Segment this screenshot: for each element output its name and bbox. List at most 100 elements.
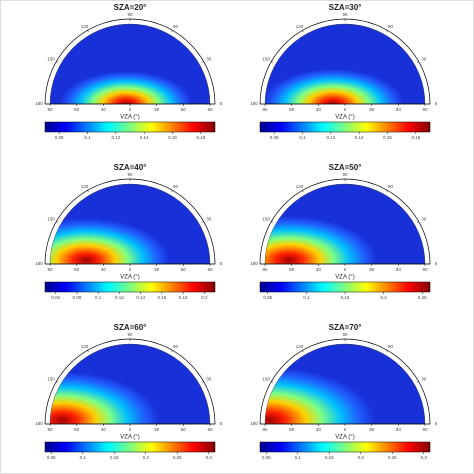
raa-tick-label: 120 (296, 184, 304, 189)
heatmap (264, 183, 426, 265)
colorbar (44, 281, 216, 293)
raa-tick-label: 60 (388, 24, 394, 29)
vza-tick-label: 60 (181, 427, 187, 432)
colorbar-tick-label: 0.18 (179, 295, 188, 300)
vza-tick-label: 0 (344, 107, 347, 112)
vza-tick-label: 60 (74, 427, 80, 432)
raa-tick-label: 120 (81, 24, 89, 29)
colorbar-tick-label: 0.2 (143, 455, 150, 460)
vza-tick-label: 60 (289, 427, 295, 432)
raa-tick-label: 180 (250, 421, 258, 426)
raa-tick (87, 190, 89, 193)
raa-tick-label: 30 (206, 377, 212, 382)
raa-tick-label: 60 (173, 184, 179, 189)
colorbar-tick-label: 0.08 (270, 135, 279, 140)
vza-tick-label: 60 (289, 267, 295, 272)
x-axis-label: VZA (°) (335, 435, 354, 441)
vza-tick-label: 90 (262, 107, 268, 112)
colorbar-tick-label: 0.2 (381, 295, 388, 300)
vza-tick-label: 30 (154, 427, 160, 432)
raa-tick-label: 30 (206, 217, 212, 222)
vza-tick-label: 90 (207, 427, 213, 432)
colorbar-tick-label: 0.1 (295, 455, 302, 460)
x-axis-label: VZA (°) (335, 115, 354, 121)
vza-tick-label: 30 (101, 267, 107, 272)
vza-tick-label: 60 (289, 107, 295, 112)
colorbar-tick-label: 0.15 (325, 455, 334, 460)
colorbar-tick-label: 0.05 (262, 455, 271, 460)
raa-tick (171, 190, 173, 193)
raa-tick-label: 180 (250, 261, 258, 266)
colorbar-tick-label: 0.3 (421, 455, 428, 460)
colorbar-tick-label: 0.05 (47, 455, 56, 460)
raa-tick-label: 180 (250, 101, 258, 106)
raa-tick (201, 61, 204, 63)
colorbar-tick-label: 0.12 (115, 295, 124, 300)
vza-tick-label: 30 (101, 427, 107, 432)
raa-tick (171, 30, 173, 33)
heatmap (49, 343, 211, 425)
raa-tick (302, 190, 304, 193)
vza-tick-label: 60 (181, 107, 187, 112)
colorbar (44, 121, 216, 133)
raa-tick (201, 221, 204, 223)
raa-tick-label: 120 (81, 344, 89, 349)
colorbar-tick-label: 0.1 (95, 295, 102, 300)
vza-tick-label: 90 (47, 427, 53, 432)
raa-tick-label: 30 (421, 377, 427, 382)
raa-tick-label: 90 (342, 12, 348, 17)
raa-tick (386, 30, 388, 33)
x-axis-label: VZA (°) (120, 275, 139, 281)
vza-tick-label: 60 (396, 427, 402, 432)
raa-tick-label: 60 (388, 344, 394, 349)
heatmap (264, 23, 426, 105)
vza-tick-label: 0 (129, 107, 132, 112)
raa-tick-label: 90 (342, 172, 348, 177)
raa-tick-label: 150 (47, 217, 55, 222)
vza-tick-label: 30 (369, 267, 375, 272)
raa-tick (302, 350, 304, 353)
colorbar (259, 121, 431, 133)
vza-tick-label: 0 (344, 427, 347, 432)
vza-tick-label: 90 (262, 427, 268, 432)
colorbar-tick-label: 0.18 (196, 135, 205, 140)
raa-tick (56, 61, 59, 63)
colorbar-tick-label: 0.16 (157, 295, 166, 300)
vza-tick-label: 60 (74, 267, 80, 272)
raa-tick-label: 0 (435, 421, 438, 426)
raa-tick-label: 150 (262, 57, 270, 62)
raa-tick-label: 0 (220, 421, 223, 426)
panel-title: SZA=60° (114, 323, 147, 332)
panel-title: SZA=40° (114, 163, 147, 172)
colorbar (259, 281, 431, 293)
vza-tick-label: 0 (129, 427, 132, 432)
heatmap (264, 343, 426, 425)
vza-tick-label: 0 (344, 267, 347, 272)
vza-tick-label: 90 (47, 267, 53, 272)
vza-tick-label: 30 (369, 107, 375, 112)
vza-tick-label: 60 (396, 267, 402, 272)
raa-tick-label: 150 (262, 217, 270, 222)
heatmap (49, 23, 211, 105)
colorbar-tick-label: 0.2 (358, 455, 365, 460)
raa-tick (386, 190, 388, 193)
colorbar-tick-label: 0.08 (72, 295, 81, 300)
vza-tick-label: 30 (154, 107, 160, 112)
colorbar-tick-label: 0.1 (299, 135, 306, 140)
raa-tick (271, 221, 274, 223)
raa-tick (302, 30, 304, 33)
raa-tick (56, 381, 59, 383)
raa-tick-label: 150 (47, 377, 55, 382)
panel-title: SZA=30° (329, 3, 362, 12)
panel-title: SZA=50° (329, 163, 362, 172)
raa-tick-label: 0 (435, 101, 438, 106)
raa-tick-label: 0 (220, 261, 223, 266)
colorbar-tick-label: 0.1 (80, 455, 87, 460)
colorbar-tick-label: 0.25 (418, 295, 427, 300)
x-axis-label: VZA (°) (335, 275, 354, 281)
raa-tick-label: 30 (206, 57, 212, 62)
raa-tick-label: 60 (173, 344, 179, 349)
raa-tick-label: 120 (81, 184, 89, 189)
colorbar-tick-label: 0.06 (51, 295, 60, 300)
